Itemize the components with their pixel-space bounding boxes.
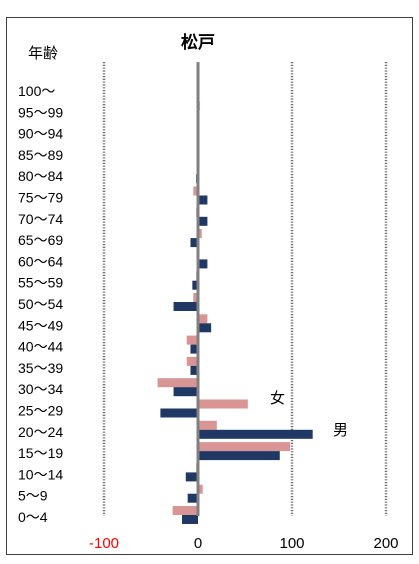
category-label: 25～29 — [18, 403, 63, 419]
bar-male — [190, 238, 198, 248]
bar-male — [187, 493, 198, 503]
bar-male — [173, 387, 198, 397]
bar-male — [160, 408, 198, 418]
category-label: 75～79 — [18, 190, 63, 206]
bar-female — [193, 293, 198, 302]
bar-male — [198, 451, 280, 461]
bar-male — [192, 280, 198, 290]
bar-female — [198, 484, 203, 494]
bar-male — [198, 259, 208, 269]
bar-female — [157, 378, 198, 388]
bar-female — [172, 506, 198, 515]
category-label: 10～14 — [18, 466, 63, 482]
y-axis-label: 年齢 — [28, 45, 58, 62]
bar-male — [182, 515, 198, 524]
bar-female — [198, 420, 217, 430]
bar-male — [198, 216, 208, 226]
bars — [157, 101, 313, 524]
x-tick-label: 100 — [279, 535, 304, 552]
bar-male — [173, 302, 198, 311]
category-label: 65～69 — [18, 232, 63, 248]
chart-title: 松戸 — [181, 32, 215, 52]
annotation-female: 女 — [270, 389, 285, 407]
category-label: 55～59 — [18, 275, 63, 291]
category-label: 85～89 — [18, 147, 63, 163]
bar-male — [198, 323, 212, 333]
category-label: 60～64 — [18, 253, 63, 269]
bar-female — [193, 186, 198, 196]
bar-female — [198, 399, 248, 409]
bar-male — [198, 195, 208, 205]
bar-female — [198, 229, 202, 239]
x-tick-labels: -100 0 100 200 — [89, 535, 399, 552]
category-label: 70～74 — [18, 211, 63, 227]
category-labels: 100～ 95～99 90～94 85～89 80～84 75～79 70～74 65～69 6… — [18, 83, 63, 525]
category-label: 95～99 — [18, 104, 63, 120]
category-label: 0～4 — [18, 509, 48, 525]
bar-male — [190, 365, 198, 375]
x-tick-label: 0 — [194, 535, 202, 552]
category-label: 20～24 — [18, 424, 63, 440]
bar-male — [185, 472, 198, 482]
category-label: 35～39 — [18, 360, 63, 376]
bar-male — [198, 429, 313, 439]
bar-female — [186, 335, 198, 345]
category-label: 100～ — [18, 83, 55, 99]
category-label: 15～19 — [18, 445, 63, 461]
category-label: 5～9 — [18, 488, 48, 504]
chart-frame: 松戸 年齢 100～ 95～99 90～94 85～89 80～84 75～79 70～74… — [6, 17, 413, 555]
category-label: 40～44 — [18, 339, 63, 355]
x-tick-label: 200 — [373, 535, 398, 552]
bar-male — [190, 344, 198, 354]
bar-female — [198, 314, 208, 324]
category-label: 30～34 — [18, 381, 63, 397]
category-label: 45～49 — [18, 317, 63, 333]
annotation-male: 男 — [333, 422, 348, 439]
x-tick-label: -100 — [89, 535, 119, 552]
category-label: 90～94 — [18, 126, 63, 142]
bar-female — [186, 356, 198, 366]
category-label: 80～84 — [18, 168, 63, 184]
category-label: 50～54 — [18, 296, 63, 312]
chart-svg: 松戸 年齢 100～ 95～99 90～94 85～89 80～84 75～79 70～74… — [18, 32, 399, 552]
bar-female — [198, 442, 291, 452]
grid-lines — [102, 62, 388, 516]
